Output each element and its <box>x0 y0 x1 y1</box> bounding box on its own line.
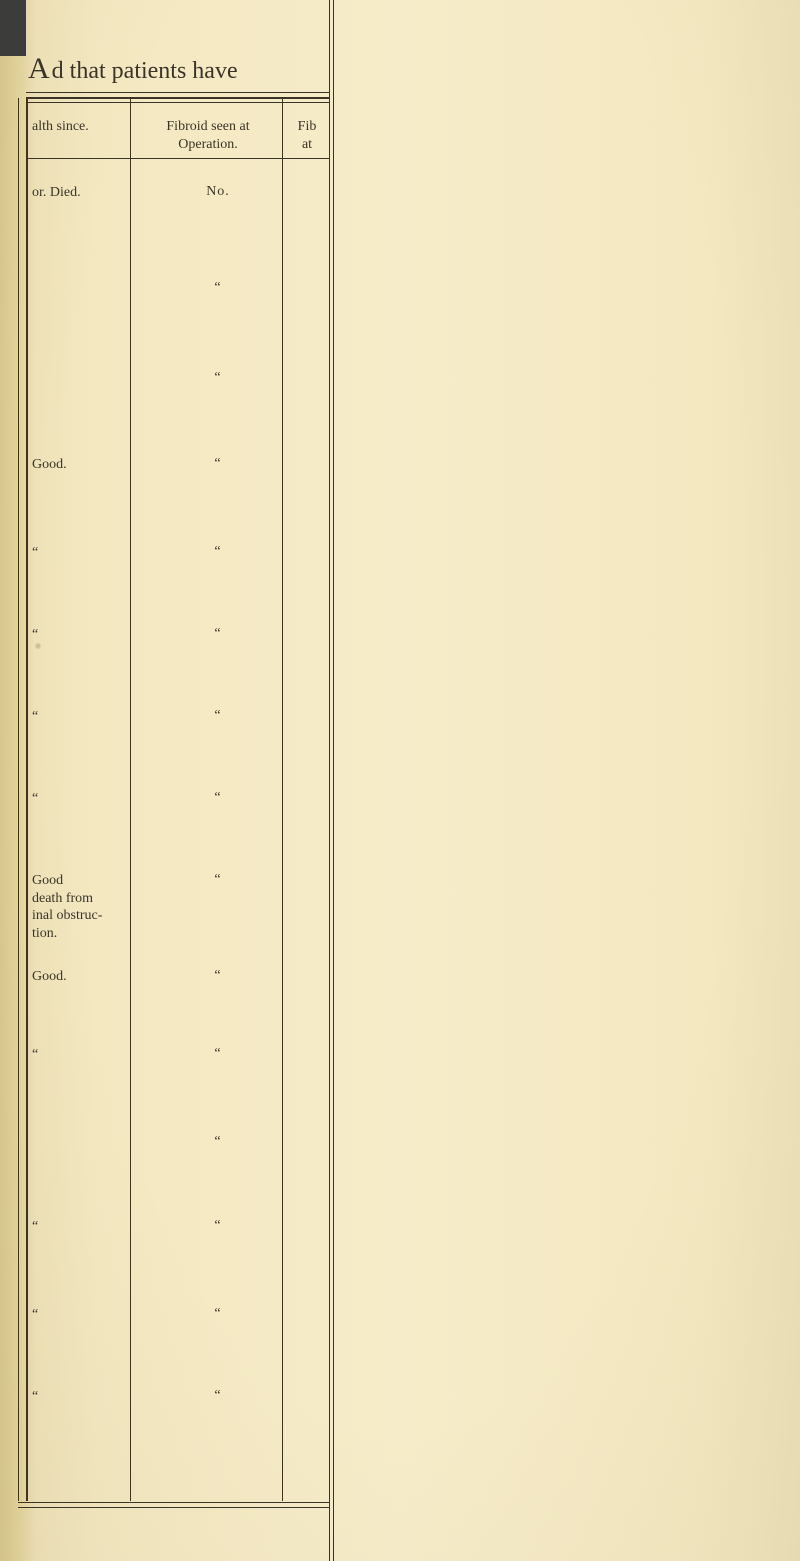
cell-health-since: “ <box>32 1388 130 1406</box>
column-rule <box>18 98 19 1501</box>
column-rule <box>329 0 330 1561</box>
cell-health-since: Good. <box>32 968 130 986</box>
cell-health-since: “ <box>32 1046 130 1064</box>
heading-text: d that patients have <box>52 59 238 83</box>
cell-fibroid-seen: “ <box>138 544 298 560</box>
scanned-page: A d that patients have alth since. Fibro… <box>0 0 800 1561</box>
table-row: ““ <box>26 1298 329 1380</box>
table-row: ““ <box>26 1038 329 1126</box>
cell-health-since: “ <box>32 1306 130 1324</box>
cell-fibroid-seen: “ <box>138 872 298 888</box>
cell-fibroid-seen: “ <box>138 626 298 642</box>
cell-health-since: “ <box>32 626 130 644</box>
table-row: or. Died. No. <box>26 176 329 272</box>
table-row: ““ <box>26 618 329 700</box>
table-row: “ <box>26 362 329 448</box>
table-body: or. Died.No.““Good.“““““““““Good death f… <box>26 176 329 1470</box>
column-header-fib-at: Fib at <box>288 118 326 153</box>
ink-smudge <box>36 644 40 648</box>
cell-fibroid-seen: “ <box>138 370 298 386</box>
rule-line <box>26 97 329 99</box>
cell-fibroid-seen: “ <box>138 1218 298 1234</box>
column-header-health-since: alth since. <box>32 118 126 136</box>
column-rule <box>333 0 334 1561</box>
cell-fibroid-seen: “ <box>138 456 298 472</box>
column-header-fibroid-seen: Fibroid seen at Operation. <box>138 118 278 153</box>
cell-health-since: “ <box>32 1218 130 1236</box>
heading-initial: A <box>28 54 50 84</box>
table-row: Good. “ <box>26 960 329 1038</box>
rule-line <box>18 1502 329 1503</box>
rule-line <box>26 158 329 159</box>
rule-line <box>26 92 329 93</box>
cell-fibroid-seen: “ <box>138 280 298 296</box>
page-heading: A d that patients have <box>28 54 238 84</box>
rule-line <box>18 1507 329 1508</box>
cell-fibroid-seen: “ <box>138 1388 298 1404</box>
table-row: ““ <box>26 1210 329 1298</box>
cell-health-since: Good. <box>32 456 130 474</box>
clipped-corner <box>0 0 26 56</box>
cell-fibroid-seen: No. <box>138 184 298 200</box>
cell-health-since: “ <box>32 790 130 808</box>
cell-health-since: “ <box>32 708 130 726</box>
cell-health-since: or. Died. <box>32 184 130 202</box>
table-row: “ <box>26 272 329 362</box>
cell-fibroid-seen: “ <box>138 790 298 806</box>
table-row: ““ <box>26 782 329 864</box>
table-row: ““ <box>26 1380 329 1470</box>
cell-fibroid-seen: “ <box>138 1046 298 1062</box>
table-row: ““ <box>26 700 329 782</box>
cell-fibroid-seen: “ <box>138 968 298 984</box>
cell-health-since: “ <box>32 544 130 562</box>
table-row: Good death from inal obstruc- tion. “ <box>26 864 329 960</box>
table-row: “ <box>26 1126 329 1210</box>
cell-health-since: Good death from inal obstruc- tion. <box>32 872 130 942</box>
cell-fibroid-seen: “ <box>138 1134 298 1150</box>
rule-line <box>26 102 329 103</box>
table-row: Good. “ <box>26 448 329 536</box>
cell-fibroid-seen: “ <box>138 1306 298 1322</box>
cell-fibroid-seen: “ <box>138 708 298 724</box>
table-row: ““ <box>26 536 329 618</box>
